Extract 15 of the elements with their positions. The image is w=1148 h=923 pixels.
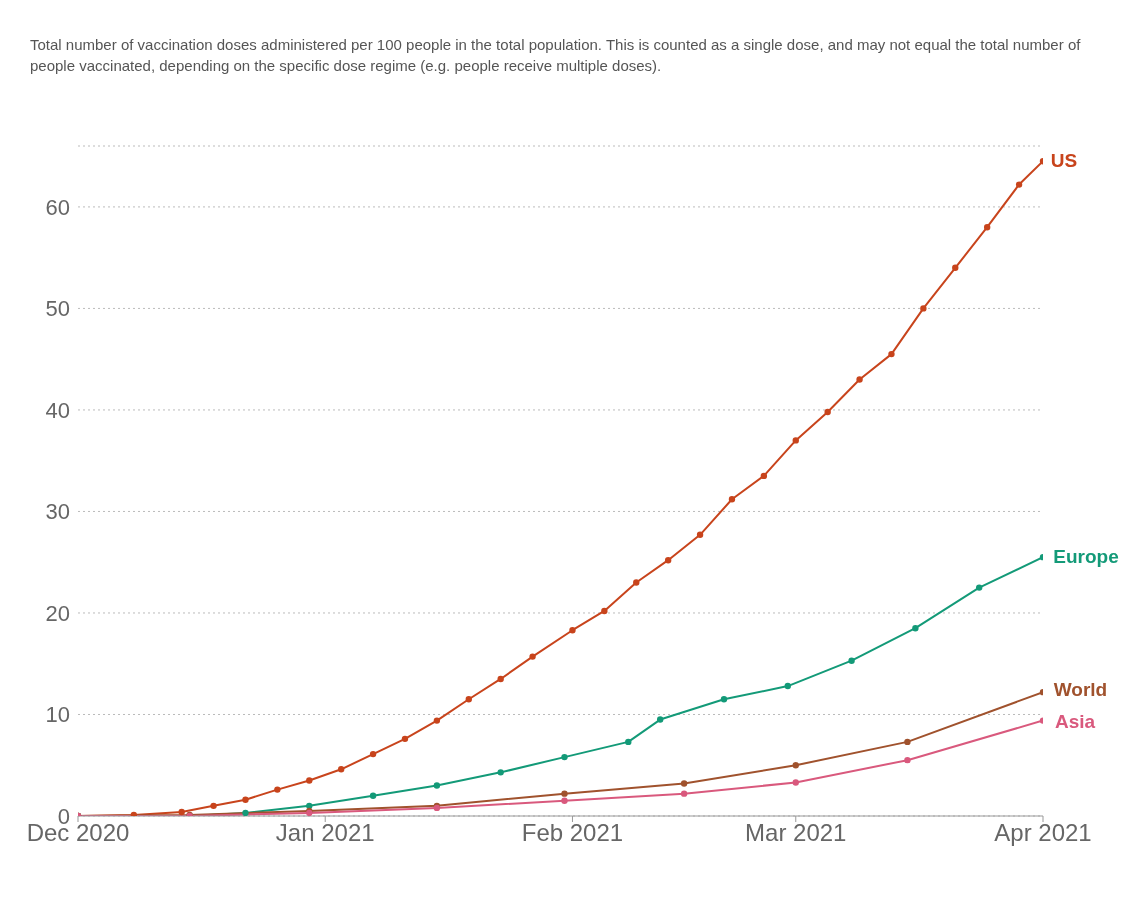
chart-subtitle: Total number of vaccination doses administered per 100 people in the total population. This is counted as a single dose, and may not equal the total number of people vaccinated, depending on the specific dose regime (e.g. people receive multiple doses).	[29, 35, 1082, 76]
series-label: Europe	[1053, 546, 1119, 568]
x-tick-label: Jan 2021	[275, 819, 375, 847]
y-tick-label: 10	[45, 702, 70, 728]
x-tick-label: Feb 2021	[521, 819, 624, 847]
x-tick-label: Apr 2021	[994, 819, 1092, 847]
y-tick-label: 50	[45, 296, 70, 322]
series-label: World	[1053, 679, 1108, 701]
x-tick-label: Mar 2021	[745, 819, 847, 847]
y-tick-label: 40	[45, 397, 70, 423]
y-tick-label: 60	[45, 194, 70, 220]
y-tick-label: 30	[45, 499, 70, 525]
series-label: US	[1050, 150, 1078, 172]
y-tick-label: 20	[45, 600, 70, 626]
series-label: Asia	[1054, 711, 1096, 733]
